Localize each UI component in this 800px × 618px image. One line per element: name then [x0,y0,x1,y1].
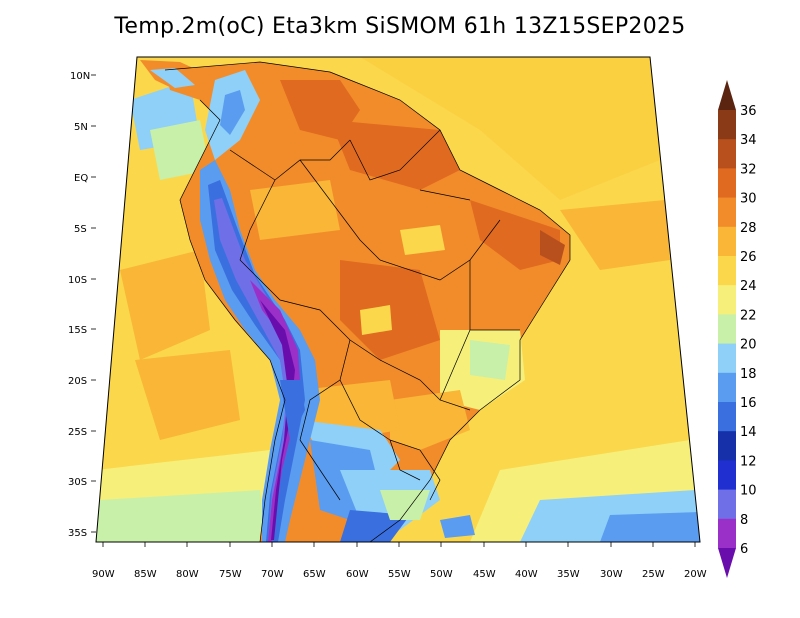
lon-label-70w: 70W [261,569,284,580]
colorbar-segment [718,110,736,140]
lat-label-30s: 30S [68,477,87,488]
colorbar-segment [718,489,736,520]
colorbar-segment [718,372,736,403]
lon-label-75w: 75W [219,569,242,580]
lon-label-40w: 40W [515,569,538,580]
colorbar-label: 14 [740,425,757,440]
lon-label-20w: 20W [684,569,707,580]
lon-label-25w: 25W [642,569,665,580]
lon-label-50w: 50W [430,569,453,580]
colorbar-label: 6 [740,542,748,557]
colorbar-segment [718,402,736,432]
lat-label-5n: 5N [74,122,88,133]
colorbar-label: 26 [740,250,757,265]
lon-label-45w: 45W [473,569,496,580]
colorbar-segment [718,518,736,549]
lat-label-35s: 35S [68,528,87,539]
colorbar-label: 30 [740,192,757,207]
colorbar-segment [718,168,736,199]
colorbar-bottom-arrow [718,548,736,578]
colorbar-segment [718,139,736,169]
map-frame [95,56,701,543]
lon-label-90w: 90W [92,569,115,580]
lon-label-80w: 80W [176,569,199,580]
colorbar-label: 12 [740,454,757,469]
colorbar-top-arrow [718,80,736,110]
lat-label-5s: 5S [74,224,87,235]
colorbar-label: 24 [740,279,757,294]
colorbar-label: 32 [740,162,757,177]
latitude-labels: 10N 5N EQ 5S 10S 15S 20S 25S 30S 35S [68,71,90,539]
lat-label-20s: 20S [68,376,87,387]
lat-label-10s: 10S [68,275,87,286]
colorbar-segment [718,460,736,491]
colorbar-segment [718,256,736,286]
colorbar-label: 28 [740,221,757,236]
longitude-labels: 90W 85W 80W 75W 70W 65W 60W 55W 50W 45W … [92,569,707,580]
lon-label-85w: 85W [134,569,157,580]
colorbar-label: 36 [740,104,757,119]
colorbar-label: 20 [740,338,757,353]
longitude-ticks [102,542,696,547]
colorbar: 6 8 10 12 14 16 18 20 22 24 26 28 30 32 34 36 [718,80,757,578]
map-area [96,57,700,542]
lat-label-10n: 10N [70,71,90,82]
lon-label-55w: 55W [388,569,411,580]
colorbar-segment [718,314,736,345]
colorbar-segments [718,80,736,578]
latitude-ticks [91,74,96,533]
colorbar-segment [718,197,736,228]
map-title: Temp.2m(oC) Eta3km SiSMOM 61h 13Z15SEP20… [114,14,686,39]
lat-label-15s: 15S [68,325,87,336]
lon-label-35w: 35W [557,569,580,580]
colorbar-label: 34 [740,133,757,148]
colorbar-segment [718,226,736,257]
colorbar-label: 22 [740,308,757,323]
colorbar-labels: 6 8 10 12 14 16 18 20 22 24 26 28 30 32 34 36 [740,104,757,557]
colorbar-segment [718,431,736,461]
colorbar-segment [718,343,736,374]
colorbar-segment [718,285,736,315]
lat-label-eq: EQ [74,173,88,184]
lon-label-60w: 60W [346,569,369,580]
country-borders [164,61,571,542]
colorbar-label: 8 [740,513,748,528]
colorbar-label: 16 [740,396,757,411]
lon-label-65w: 65W [303,569,326,580]
lon-label-30w: 30W [600,569,623,580]
lat-label-25s: 25S [68,427,87,438]
colorbar-label: 18 [740,367,757,382]
colorbar-label: 10 [740,484,757,499]
